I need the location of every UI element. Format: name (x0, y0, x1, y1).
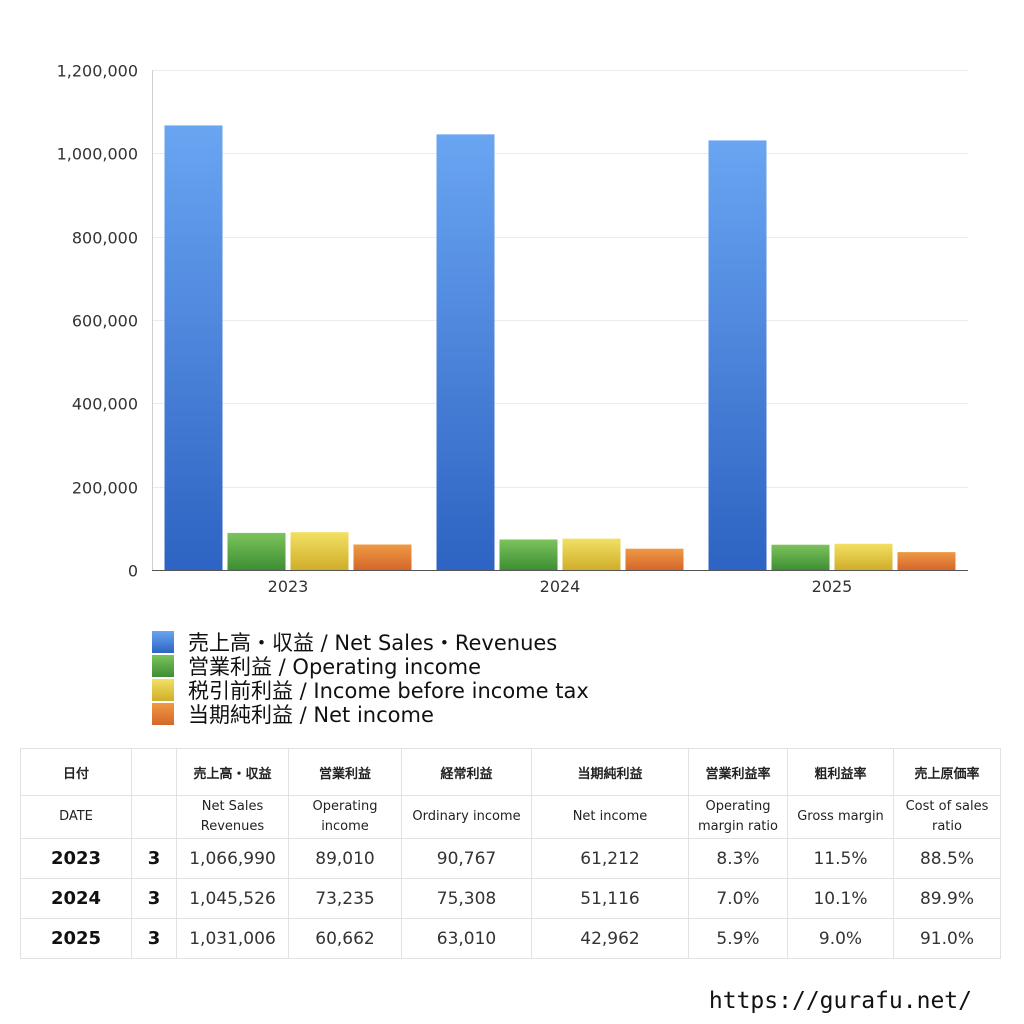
bar-net-sales-2025 (708, 140, 767, 570)
row-month: 3 (131, 878, 177, 919)
legend-item-operating-income: 営業利益 / Operating income (152, 654, 589, 679)
row-operating-margin: 7.0% (688, 878, 788, 919)
row-ordinary-income: 63,010 (401, 918, 532, 959)
row-gross-margin: 10.1% (787, 878, 894, 919)
financial-table: 日付 売上高・収益 営業利益 経常利益 当期純利益 営業利益率 粗利益率 売上原… (20, 748, 1001, 959)
legend-label-operating-income: 営業利益 / Operating income (188, 655, 482, 679)
bar-net-income-2025 (897, 552, 956, 570)
legend-item-pretax-income: 税引前利益 / Income before income tax (152, 678, 589, 703)
table-row: 2024 3 1,045,526 73,235 75,308 51,116 7.… (20, 878, 1001, 919)
row-net-income: 61,212 (531, 838, 689, 879)
header-jp-gross-margin: 粗利益率 (787, 748, 894, 796)
bar-operating-income-2025 (771, 544, 830, 570)
y-tick-label: 1,000,000 (57, 145, 138, 164)
x-tick-label: 2024 (540, 577, 581, 596)
header-jp-net-income: 当期純利益 (531, 748, 689, 796)
source-url: https://gurafu.net/ (708, 988, 972, 1014)
legend-swatch-operating-income (152, 655, 174, 677)
header-en-date: DATE (20, 795, 132, 839)
header-jp-operating-margin: 営業利益率 (688, 748, 788, 796)
row-operating-margin: 5.9% (688, 918, 788, 959)
y-tick-label: 600,000 (72, 312, 138, 331)
row-operating-margin: 8.3% (688, 838, 788, 879)
row-cost-ratio: 89.9% (893, 878, 1001, 919)
row-ordinary-income: 90,767 (401, 838, 532, 879)
legend-item-net-sales: 売上高・収益 / Net Sales・Revenues (152, 630, 589, 655)
header-jp-month (131, 748, 177, 796)
row-year: 2023 (20, 838, 132, 879)
legend-label-pretax-income: 税引前利益 / Income before income tax (188, 679, 589, 703)
header-en-month (131, 795, 177, 839)
row-year: 2024 (20, 878, 132, 919)
gridlines (152, 70, 968, 488)
axis-labels: 0 200,000 400,000 600,000 800,000 1,000,000 1,… (57, 62, 853, 597)
header-jp-net-sales: 売上高・収益 (176, 748, 289, 796)
legend-swatch-pretax-income (152, 679, 174, 701)
legend-label-net-sales: 売上高・収益 / Net Sales・Revenues (188, 631, 558, 655)
row-net-income: 51,116 (531, 878, 689, 919)
y-tick-label: 1,200,000 (57, 62, 138, 81)
y-tick-label: 400,000 (72, 395, 138, 414)
row-net-sales: 1,066,990 (176, 838, 289, 879)
row-gross-margin: 9.0% (787, 918, 894, 959)
row-ordinary-income: 75,308 (401, 878, 532, 919)
header-en-operating-income: Operating income (288, 795, 402, 839)
y-tick-label: 200,000 (72, 479, 138, 498)
row-cost-ratio: 91.0% (893, 918, 1001, 959)
header-en-ordinary-income: Ordinary income (401, 795, 532, 839)
y-tick-label: 800,000 (72, 229, 138, 248)
bar-operating-income-2024 (499, 539, 558, 570)
bar-net-sales-2023 (164, 125, 223, 570)
row-month: 3 (131, 838, 177, 879)
row-operating-income: 60,662 (288, 918, 402, 959)
bar-net-income-2024 (625, 548, 684, 570)
table-row: 2025 3 1,031,006 60,662 63,010 42,962 5.… (20, 918, 1001, 959)
legend-swatch-net-income (152, 703, 174, 725)
bar-net-sales-2024 (436, 134, 495, 570)
header-jp-ordinary-income: 経常利益 (401, 748, 532, 796)
bar-pretax-income-2025 (834, 543, 893, 570)
table-header-jp: 日付 売上高・収益 営業利益 経常利益 当期純利益 営業利益率 粗利益率 売上原… (20, 748, 1001, 796)
legend-item-net-income: 当期純利益 / Net income (152, 702, 589, 727)
table-row: 2023 3 1,066,990 89,010 90,767 61,212 8.… (20, 838, 1001, 879)
bar-net-income-2023 (353, 544, 412, 570)
legend-label-net-income: 当期純利益 / Net income (188, 703, 434, 727)
bar-pretax-income-2024 (562, 538, 621, 570)
legend-swatch-net-sales (152, 631, 174, 653)
bar-pretax-income-2023 (290, 532, 349, 570)
x-tick-label: 2023 (268, 577, 309, 596)
row-operating-income: 73,235 (288, 878, 402, 919)
row-operating-income: 89,010 (288, 838, 402, 879)
header-en-operating-margin: Operating margin ratio (688, 795, 788, 839)
header-en-gross-margin: Gross margin (787, 795, 894, 839)
x-tick-label: 2025 (812, 577, 853, 596)
header-jp-date: 日付 (20, 748, 132, 796)
row-year: 2025 (20, 918, 132, 959)
header-en-net-sales: Net Sales Revenues (176, 795, 289, 839)
row-gross-margin: 11.5% (787, 838, 894, 879)
legend: 売上高・収益 / Net Sales・Revenues 営業利益 / Opera… (152, 630, 589, 727)
header-en-net-income: Net income (531, 795, 689, 839)
row-net-sales: 1,031,006 (176, 918, 289, 959)
table-header-en: DATE Net Sales Revenues Operating income… (20, 795, 1001, 839)
bars (164, 125, 956, 570)
row-net-sales: 1,045,526 (176, 878, 289, 919)
bar-chart: 0 200,000 400,000 600,000 800,000 1,000,000 1,… (57, 62, 968, 597)
header-en-cost-ratio: Cost of sales ratio (893, 795, 1001, 839)
y-tick-label: 0 (128, 562, 138, 581)
row-net-income: 42,962 (531, 918, 689, 959)
bar-operating-income-2023 (227, 532, 286, 570)
header-jp-cost-ratio: 売上原価率 (893, 748, 1001, 796)
header-jp-operating-income: 営業利益 (288, 748, 402, 796)
row-month: 3 (131, 918, 177, 959)
row-cost-ratio: 88.5% (893, 838, 1001, 879)
